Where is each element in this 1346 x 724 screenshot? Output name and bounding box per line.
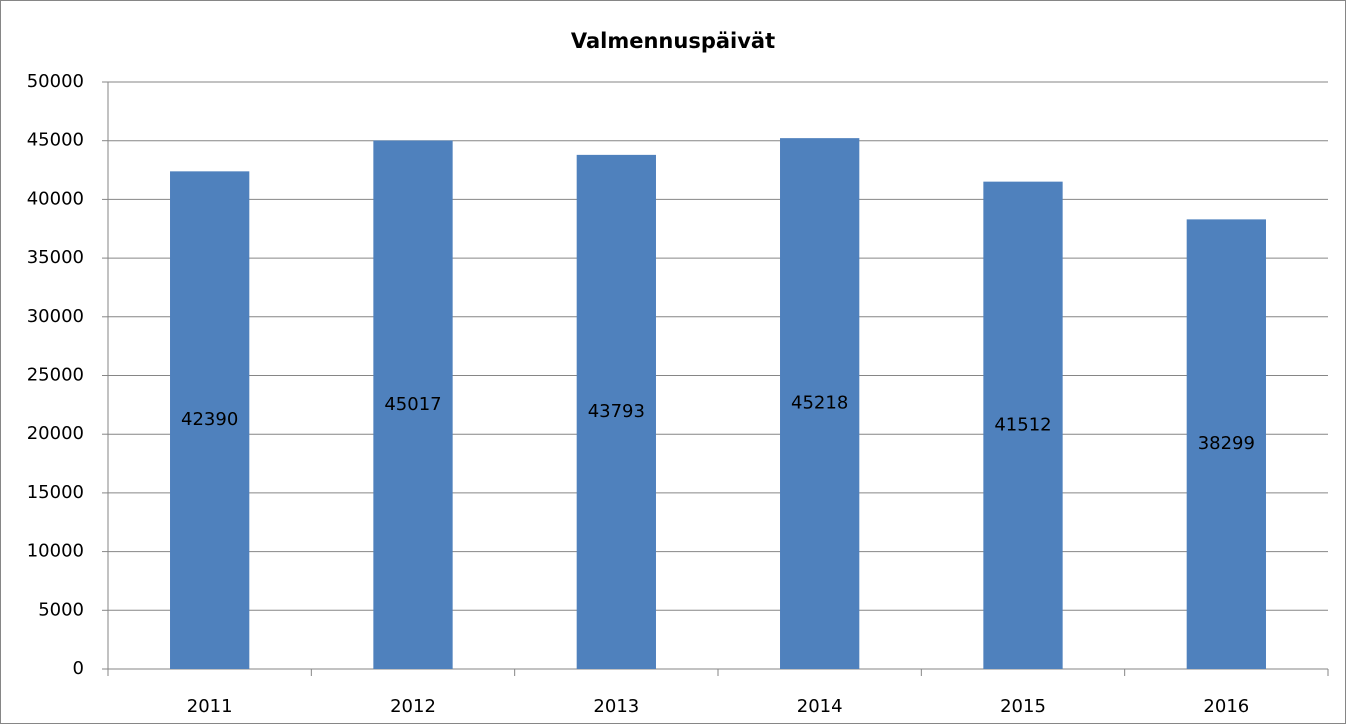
y-tick-label: 40000	[27, 188, 84, 209]
y-tick-label: 25000	[27, 365, 84, 386]
data-label: 42390	[181, 409, 238, 430]
y-tick-label: 30000	[27, 306, 84, 327]
x-tick-label: 2012	[390, 696, 436, 717]
bar	[1186, 219, 1266, 669]
y-tick-label: 10000	[27, 541, 84, 562]
y-tick-label: 15000	[27, 482, 84, 503]
data-label: 43793	[588, 401, 645, 422]
y-tick-label: 20000	[27, 423, 84, 444]
chart-title: Valmennuspäivät	[571, 29, 775, 53]
data-label: 45017	[384, 394, 441, 415]
bar	[780, 138, 860, 669]
y-tick-label: 35000	[27, 247, 84, 268]
bar	[170, 171, 250, 669]
data-label: 41512	[994, 414, 1051, 435]
x-tick-label: 2015	[1000, 696, 1046, 717]
x-tick-label: 2016	[1203, 696, 1249, 717]
bar	[983, 181, 1063, 670]
x-tick-label: 2011	[187, 696, 233, 717]
data-label: 38299	[1198, 433, 1255, 454]
y-tick-label: 0	[73, 658, 84, 679]
x-tick-label: 2014	[797, 696, 843, 717]
data-label: 45218	[791, 393, 848, 414]
x-tick-label: 2013	[593, 696, 639, 717]
bar	[373, 140, 453, 669]
bar	[576, 154, 656, 669]
y-tick-label: 5000	[38, 599, 84, 620]
y-tick-label: 50000	[27, 71, 84, 92]
y-tick-label: 45000	[27, 130, 84, 151]
